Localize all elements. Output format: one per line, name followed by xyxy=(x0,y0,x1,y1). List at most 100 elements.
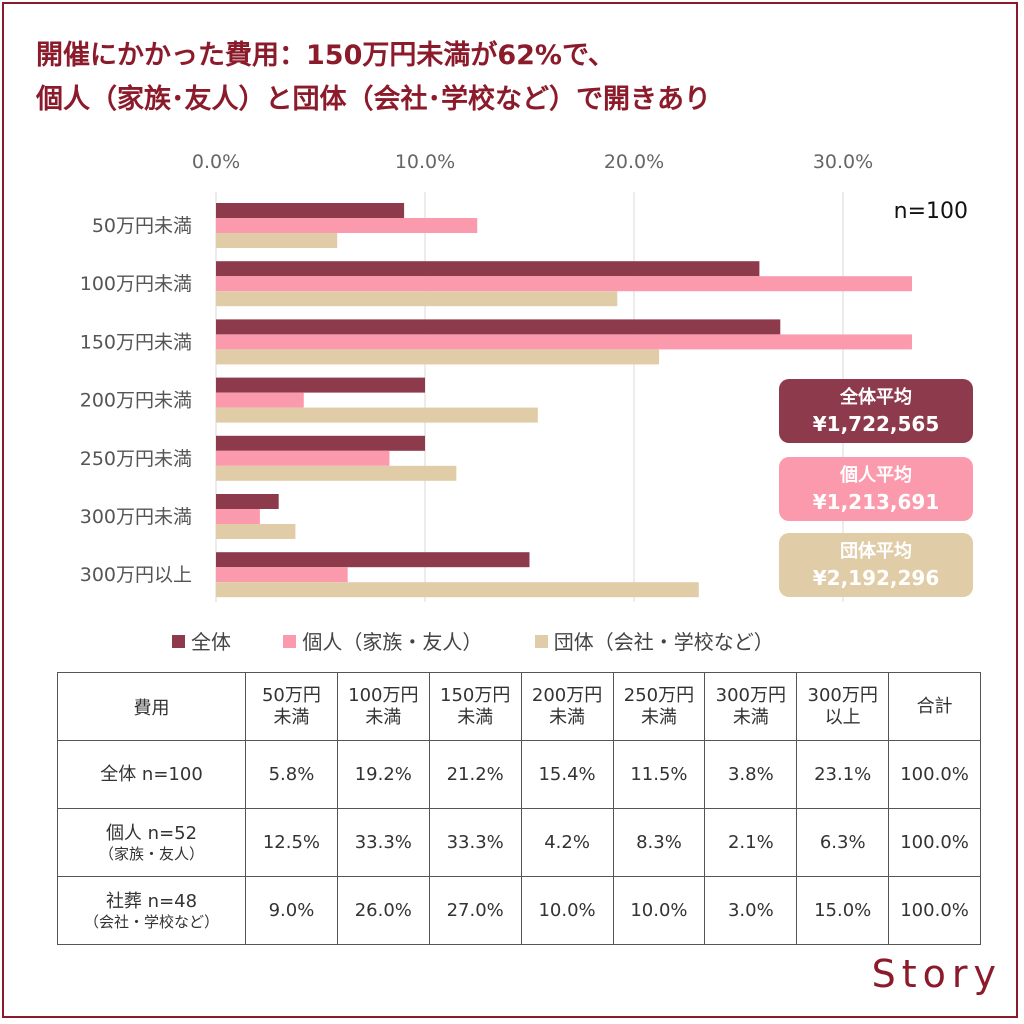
bar-individual xyxy=(216,276,912,292)
table-header-cell: 200万円 未満 xyxy=(520,672,614,741)
table-cell: 3.0% xyxy=(704,876,798,945)
bar-all xyxy=(216,552,530,568)
category-label: 100万円未満 xyxy=(80,273,192,295)
table-cell: 19.2% xyxy=(336,740,430,809)
table-cell: 15.0% xyxy=(796,876,890,945)
table-cell: 11.5% xyxy=(612,740,706,809)
legend-swatch xyxy=(283,635,297,648)
header-line: 以上 xyxy=(824,706,861,728)
row-label: 全体 n=100 xyxy=(100,763,203,785)
table-cell: 33.3% xyxy=(428,808,522,877)
bar-group xyxy=(216,349,660,365)
legend-label: 個人（家族・友人） xyxy=(302,630,483,654)
x-tick-label: 30.0% xyxy=(813,151,873,173)
avg-badge-individual: 個人平均 ¥1,213,691 xyxy=(779,457,973,521)
table-cell: 6.3% xyxy=(796,808,890,877)
row-label-cell: 社葬 n=48 （会社・学校など） xyxy=(57,876,246,945)
bar-individual xyxy=(216,218,478,233)
table-cell: 2.1% xyxy=(704,808,798,877)
bar-individual xyxy=(216,509,260,524)
bar-all xyxy=(216,319,781,335)
table-cell: 5.8% xyxy=(245,740,338,809)
bar-all xyxy=(216,377,425,393)
table-header-cell: 費用 xyxy=(57,672,246,741)
title-line-2: 個人（家族･友人）と団体（会社･学校など）で開きあり xyxy=(36,84,711,115)
table-cell: 100.0% xyxy=(888,808,981,877)
legend-item-individual: 個人（家族・友人） xyxy=(283,626,482,655)
table-header-cell: 250万円 未満 xyxy=(612,672,706,741)
bar-group xyxy=(216,291,618,307)
row-sublabel: （家族・友人） xyxy=(98,844,204,863)
category-label: 150万円未満 xyxy=(80,331,192,353)
x-tick-label: 10.0% xyxy=(395,151,455,173)
table-header-cell: 300万円 以上 xyxy=(796,672,890,741)
table-cell: 12.5% xyxy=(245,808,338,877)
table-cell: 10.0% xyxy=(520,876,614,945)
table-cell: 33.3% xyxy=(336,808,430,877)
table-header-cell: 300万円 未満 xyxy=(704,672,798,741)
header-line: 未満 xyxy=(273,706,310,728)
row-label-cell: 個人 n=52 （家族・友人） xyxy=(57,808,246,877)
header-line: 300万円 xyxy=(807,684,878,706)
table-header-cell: 合計 xyxy=(888,672,981,741)
avg-badge-all: 全体平均 ¥1,722,565 xyxy=(779,379,973,443)
row-label: 個人 n=52 xyxy=(105,822,198,844)
bar-individual xyxy=(216,334,912,350)
bar-group xyxy=(216,233,338,248)
category-label: 200万円未満 xyxy=(80,390,192,412)
header-line: 未満 xyxy=(549,706,586,728)
category-label: 300万円以上 xyxy=(80,564,192,586)
avg-value: ¥1,722,565 xyxy=(812,412,940,436)
bar-individual xyxy=(216,392,304,408)
row-label: 社葬 n=48 xyxy=(105,890,198,912)
bar-group xyxy=(216,407,538,423)
table-cell: 4.2% xyxy=(520,808,614,877)
avg-value: ¥1,213,691 xyxy=(812,490,940,514)
table-cell: 9.0% xyxy=(245,876,338,945)
table-row: 全体 n=100 5.8% 19.2% 21.2% 15.4% 11.5% 3.8% 23.1… xyxy=(57,740,981,809)
table-cell: 15.4% xyxy=(520,740,614,809)
bar-group xyxy=(216,465,457,481)
avg-badge-group: 団体平均 ¥2,192,296 xyxy=(779,533,973,597)
legend-swatch xyxy=(534,635,548,648)
bar-all xyxy=(216,494,279,509)
category-label: 250万円未満 xyxy=(80,448,192,470)
avg-value: ¥2,192,296 xyxy=(812,566,940,590)
category-label: 300万円未満 xyxy=(80,506,192,528)
header-line: 200万円 xyxy=(531,684,603,706)
title-line-1: 開催にかかった費用：150万円未満が62%で、 xyxy=(36,40,615,71)
row-label-cell: 全体 n=100 xyxy=(57,740,246,809)
bar-all xyxy=(216,203,405,218)
table-header-row: 費用 50万円 未満 100万円 未満 150万円 未満 200万円 未満 250万円未… xyxy=(57,672,981,741)
table-row: 個人 n=52 （家族・友人） 12.5% 33.3% 33.3% 4.2% 8.3% 2.1… xyxy=(57,808,981,877)
table-cell: 3.8% xyxy=(704,740,798,809)
header-line: 50万円 xyxy=(261,684,321,706)
table-cell: 100.0% xyxy=(888,876,981,945)
bar-group xyxy=(216,582,699,598)
chart-title: 開催にかかった費用：150万円未満が62%で、 個人（家族･友人）と団体（会社･… xyxy=(36,34,711,122)
x-tick-label: 20.0% xyxy=(604,151,664,173)
header-line: 合計 xyxy=(916,695,953,717)
legend-item-group: 団体（会社・学校など） xyxy=(534,626,774,655)
bar-all xyxy=(216,435,425,451)
header-line: 未満 xyxy=(640,706,677,728)
bar-group xyxy=(216,524,296,539)
sample-size-note: n=100 xyxy=(894,199,968,224)
table-cell: 27.0% xyxy=(428,876,522,945)
table-cell: 23.1% xyxy=(796,740,890,809)
legend-swatch xyxy=(172,635,185,648)
table-header-cell: 100万円 未満 xyxy=(336,672,430,741)
data-table: 費用 50万円 未満 100万円 未満 150万円 未満 200万円 未満 250万円未… xyxy=(57,672,981,945)
legend-item-all: 全体 xyxy=(172,626,231,655)
bar-chart: 0.0% 10.0% 20.0% 30.0% 50万円未満 100万円未満 150万円未満 2… xyxy=(80,151,968,602)
header-line: 100万円 xyxy=(348,684,419,706)
chart-legend: 全体 個人（家族・友人） 団体（会社・学校など） xyxy=(172,626,820,655)
avg-label: 個人平均 xyxy=(840,465,912,486)
table-header-cell: 150万円 未満 xyxy=(428,672,522,741)
table-cell: 8.3% xyxy=(612,808,706,877)
category-label: 50万円未満 xyxy=(92,215,192,237)
legend-label: 全体 xyxy=(191,630,231,654)
header-line: 未満 xyxy=(457,706,494,728)
bar-individual xyxy=(216,567,348,583)
